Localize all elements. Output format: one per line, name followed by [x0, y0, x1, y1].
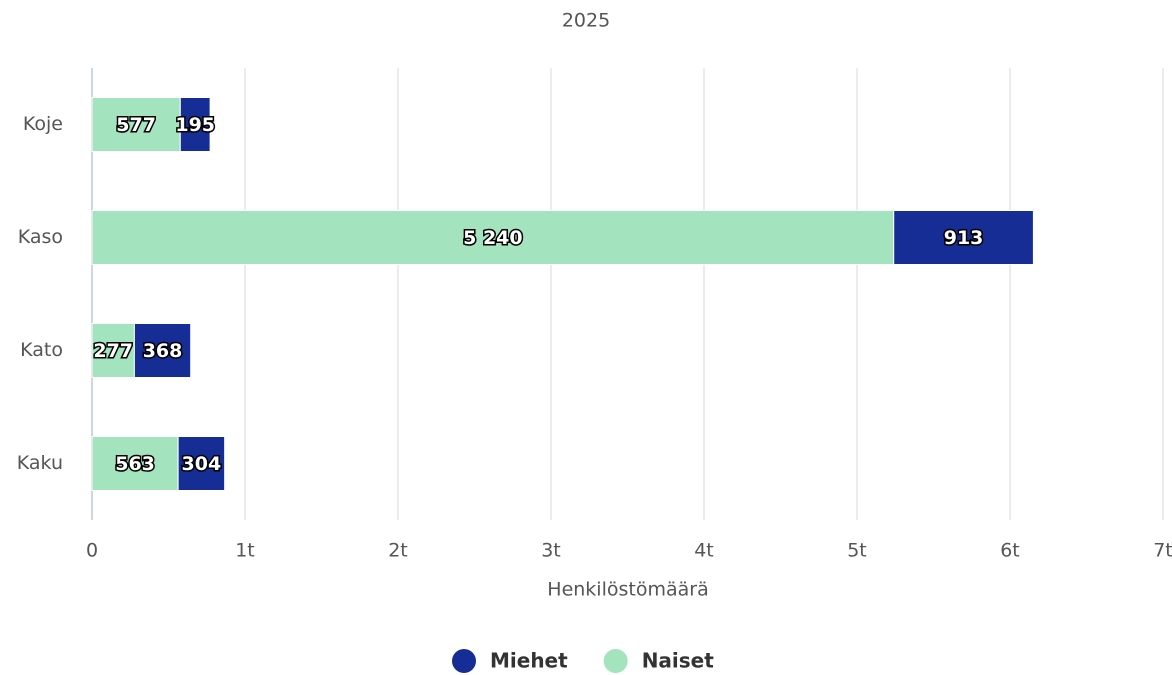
data-label: 5 240	[463, 227, 523, 249]
x-tick-label: 1t	[235, 540, 255, 562]
data-label: 304	[182, 453, 222, 475]
bar-segment	[177, 436, 226, 491]
bar-segment	[133, 323, 192, 378]
bar-segment	[91, 210, 895, 265]
legend-label: Naiset	[642, 649, 715, 673]
x-tick-label: 0	[86, 540, 98, 562]
bar-segment	[91, 436, 179, 491]
data-label: 913	[944, 227, 984, 249]
y-tick-label: Koje	[23, 113, 63, 135]
x-tick-label: 7t	[1153, 540, 1172, 562]
x-axis-title: Henkilöstömäärä	[547, 579, 708, 601]
y-tick-label: Kaso	[18, 226, 63, 248]
data-label: 563	[115, 453, 155, 475]
data-label: 277	[93, 340, 133, 362]
legend-marker	[603, 649, 628, 673]
bar-segment	[179, 97, 211, 152]
x-tick-label: 5t	[847, 540, 867, 562]
y-tick-label: Kato	[20, 339, 63, 361]
bar-segment	[91, 97, 181, 152]
legend-marker	[452, 649, 476, 673]
x-tick-label: 3t	[541, 540, 561, 562]
x-tick-label: 2t	[388, 540, 408, 562]
data-label: 577	[116, 114, 156, 136]
chart-title: 2025	[562, 10, 610, 32]
x-tick-label: 4t	[694, 540, 714, 562]
data-label: 368	[143, 340, 183, 362]
x-tick-label: 6t	[1000, 540, 1020, 562]
y-tick-label: Kaku	[17, 452, 63, 474]
legend-label: Miehet	[490, 649, 568, 673]
data-label: 195	[175, 114, 215, 136]
bar-segment	[893, 210, 1034, 265]
